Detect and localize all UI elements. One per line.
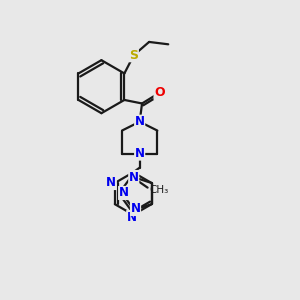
Text: N: N xyxy=(106,176,116,190)
Text: N: N xyxy=(129,170,139,184)
Text: N: N xyxy=(118,187,129,200)
Text: N: N xyxy=(127,211,137,224)
Text: N: N xyxy=(135,147,145,160)
Text: N: N xyxy=(135,115,145,128)
Text: CH₃: CH₃ xyxy=(149,185,168,195)
Text: O: O xyxy=(154,86,165,99)
Text: S: S xyxy=(129,49,138,62)
Text: N: N xyxy=(130,202,140,215)
